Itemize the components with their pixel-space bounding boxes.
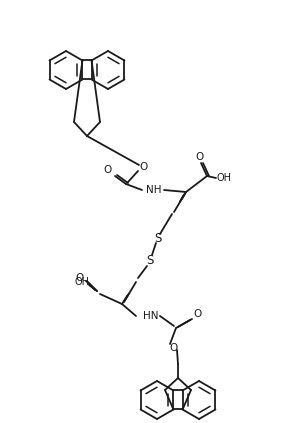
Text: HN: HN [143,311,159,321]
Text: S: S [146,253,154,266]
Text: O: O [169,343,177,353]
Text: OH: OH [74,277,89,287]
Text: S: S [154,231,162,244]
Text: O: O [76,273,84,283]
Text: O: O [140,162,148,172]
Text: O: O [193,309,201,319]
Text: NH: NH [146,185,162,195]
Text: O: O [195,152,203,162]
Text: O: O [104,165,112,175]
Text: OH: OH [217,173,231,183]
